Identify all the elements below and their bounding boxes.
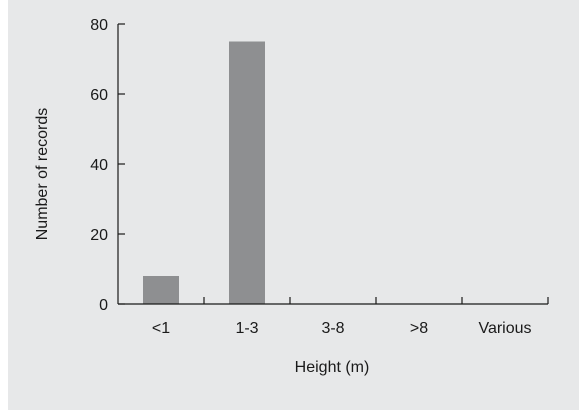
bar xyxy=(229,41,265,304)
bar xyxy=(143,276,179,304)
y-axis-label: Number of records xyxy=(34,108,51,241)
bars-group xyxy=(143,41,265,304)
y-tick-label: 40 xyxy=(90,157,108,174)
x-axis-label: Height (m) xyxy=(295,359,370,376)
bar-chart: 0 20 40 60 80 <1 1-3 3-8 >8 Various Height (m) N… xyxy=(34,17,549,376)
x-tick-label: >8 xyxy=(410,320,428,337)
chart-figure: 0 20 40 60 80 <1 1-3 3-8 >8 Various Height (m) N… xyxy=(8,0,579,410)
y-tick-label: 20 xyxy=(90,227,108,244)
y-tick-label: 80 xyxy=(90,17,108,34)
y-tick-label: 60 xyxy=(90,87,108,104)
x-tick-label: <1 xyxy=(152,320,170,337)
y-ticks-group: 0 20 40 60 80 xyxy=(90,17,125,314)
x-ticks-group: <1 1-3 3-8 >8 Various xyxy=(152,297,549,337)
x-tick-label: 1-3 xyxy=(235,320,258,337)
y-tick-label: 0 xyxy=(99,297,108,314)
x-tick-label: Various xyxy=(478,320,531,337)
x-tick-label: 3-8 xyxy=(321,320,344,337)
